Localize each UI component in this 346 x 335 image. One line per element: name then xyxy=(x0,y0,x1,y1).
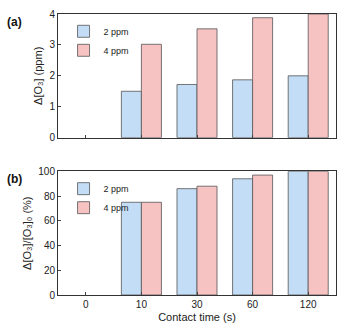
svg-text:30: 30 xyxy=(191,299,203,310)
svg-text:3: 3 xyxy=(49,39,55,50)
svg-text:0: 0 xyxy=(49,290,55,301)
svg-text:120: 120 xyxy=(300,299,317,310)
svg-text:4 ppm: 4 ppm xyxy=(104,203,129,213)
svg-text:60: 60 xyxy=(44,215,56,226)
svg-text:2 ppm: 2 ppm xyxy=(104,184,129,194)
svg-text:(a): (a) xyxy=(7,15,22,29)
svg-text:Δ[O₃]/[O₃]₀ (%): Δ[O₃]/[O₃]₀ (%) xyxy=(21,196,33,269)
svg-text:80: 80 xyxy=(44,191,56,202)
svg-text:100: 100 xyxy=(38,166,55,177)
svg-text:4 ppm: 4 ppm xyxy=(104,46,129,56)
svg-text:(b): (b) xyxy=(7,172,22,186)
svg-text:Δ[O₃] (ppm): Δ[O₃] (ppm) xyxy=(32,47,44,105)
svg-text:4: 4 xyxy=(49,9,55,20)
svg-text:60: 60 xyxy=(247,299,259,310)
svg-text:1: 1 xyxy=(49,101,55,112)
svg-text:20: 20 xyxy=(44,265,56,276)
svg-text:Contact time (s): Contact time (s) xyxy=(158,311,236,323)
svg-text:40: 40 xyxy=(44,240,56,251)
svg-text:2: 2 xyxy=(49,70,55,81)
svg-text:10: 10 xyxy=(136,299,148,310)
svg-text:2 ppm: 2 ppm xyxy=(104,27,129,37)
svg-text:0: 0 xyxy=(49,132,55,143)
svg-text:0: 0 xyxy=(83,299,89,310)
